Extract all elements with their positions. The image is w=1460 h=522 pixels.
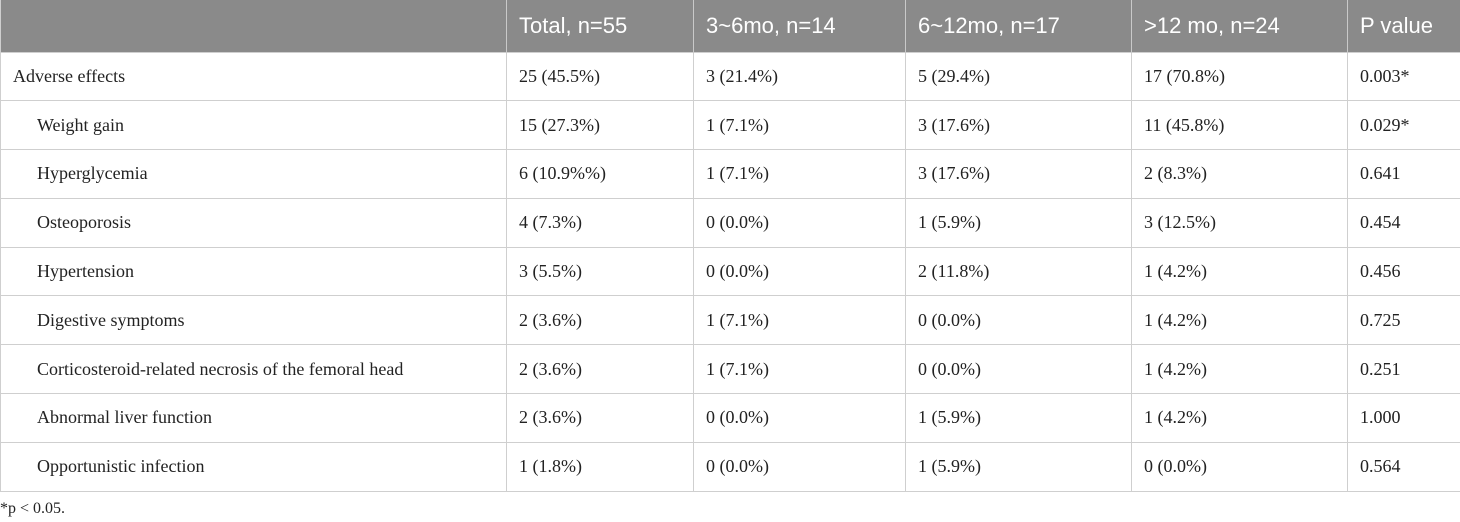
row-label: Weight gain — [0, 100, 507, 151]
data-cell: 3 (21.4%) — [693, 51, 906, 102]
data-cell: 0.251 — [1347, 344, 1460, 395]
row-label: Opportunistic infection — [0, 441, 507, 492]
data-cell: 0.641 — [1347, 149, 1460, 199]
row-label: Hyperglycemia — [0, 149, 507, 199]
data-cell: 0.456 — [1347, 246, 1460, 297]
data-cell: 3 (17.6%) — [905, 149, 1132, 199]
data-cell: 0.003* — [1347, 51, 1460, 102]
data-cell: 5 (29.4%) — [905, 51, 1132, 102]
data-cell: 1 (5.9%) — [905, 441, 1132, 492]
row-label: Digestive symptoms — [0, 295, 507, 346]
data-cell: 0 (0.0%) — [693, 441, 906, 492]
data-cell: 1 (5.9%) — [905, 197, 1132, 248]
table-body: Adverse effects 25 (45.5%) 3 (21.4%) 5 (29.… — [0, 51, 1460, 492]
table-row: Hypertension 3 (5.5%) 0 (0.0%) 2 (11.8%) 1 (… — [0, 246, 1460, 297]
data-cell: 2 (3.6%) — [506, 393, 694, 443]
table-row: Digestive symptoms 2 (3.6%) 1 (7.1%) 0 (0.0… — [0, 295, 1460, 346]
data-cell: 17 (70.8%) — [1131, 51, 1348, 102]
data-cell: 11 (45.8%) — [1131, 100, 1348, 151]
table-row: Hyperglycemia 6 (10.9%%) 1 (7.1%) 3 (17.6%)… — [0, 149, 1460, 199]
data-cell: 0 (0.0%) — [1131, 441, 1348, 492]
data-cell: 0 (0.0%) — [905, 344, 1132, 395]
data-cell: 0.725 — [1347, 295, 1460, 346]
table-row: Weight gain 15 (27.3%) 1 (7.1%) 3 (17.6%) 11… — [0, 100, 1460, 151]
data-cell: 1 (4.2%) — [1131, 246, 1348, 297]
data-cell: 2 (11.8%) — [905, 246, 1132, 297]
data-cell: 3 (12.5%) — [1131, 197, 1348, 248]
table-row: Corticosteroid-related necrosis of the f… — [0, 344, 1460, 395]
row-label: Hypertension — [0, 246, 507, 297]
data-cell: 2 (8.3%) — [1131, 149, 1348, 199]
table-row: Abnormal liver function 2 (3.6%) 0 (0.0%) 1… — [0, 393, 1460, 443]
table-row: Osteoporosis 4 (7.3%) 0 (0.0%) 1 (5.9%) 3 (1… — [0, 197, 1460, 248]
data-cell: 1 (5.9%) — [905, 393, 1132, 443]
header-cell: 3~6mo, n=14 — [693, 0, 906, 52]
data-cell: 2 (3.6%) — [506, 295, 694, 346]
data-table: Total, n=55 3~6mo, n=14 6~12mo, n=17 >12 mo… — [0, 0, 1460, 492]
data-cell: 0 (0.0%) — [693, 197, 906, 248]
data-cell: 25 (45.5%) — [506, 51, 694, 102]
header-cell: >12 mo, n=24 — [1131, 0, 1348, 52]
data-cell: 0.564 — [1347, 441, 1460, 492]
header-row: Total, n=55 3~6mo, n=14 6~12mo, n=17 >12 mo… — [0, 0, 1460, 52]
table-row: Opportunistic infection 1 (1.8%) 0 (0.0%) 1… — [0, 441, 1460, 492]
table-row: Adverse effects 25 (45.5%) 3 (21.4%) 5 (29.… — [0, 51, 1460, 102]
data-cell: 0 (0.0%) — [693, 393, 906, 443]
data-cell: 1 (7.1%) — [693, 100, 906, 151]
data-cell: 1 (7.1%) — [693, 295, 906, 346]
header-cell: 6~12mo, n=17 — [905, 0, 1132, 52]
data-cell: 2 (3.6%) — [506, 344, 694, 395]
header-cell: P value — [1347, 0, 1460, 52]
footnote: *p < 0.05. — [0, 500, 66, 517]
data-cell: 1 (4.2%) — [1131, 295, 1348, 346]
data-cell: 0.454 — [1347, 197, 1460, 248]
data-cell: 1 (1.8%) — [506, 441, 694, 492]
data-cell: 1 (4.2%) — [1131, 344, 1348, 395]
data-cell: 3 (17.6%) — [905, 100, 1132, 151]
row-label: Adverse effects — [0, 51, 507, 102]
data-cell: 6 (10.9%%) — [506, 149, 694, 199]
header-cell — [0, 0, 507, 52]
data-cell: 1 (7.1%) — [693, 149, 906, 199]
data-cell: 0 (0.0%) — [693, 246, 906, 297]
row-label: Abnormal liver function — [0, 393, 507, 443]
data-cell: 0.029* — [1347, 100, 1460, 151]
row-label: Corticosteroid-related necrosis of the f… — [0, 344, 507, 395]
row-label: Osteoporosis — [0, 197, 507, 248]
data-cell: 1 (4.2%) — [1131, 393, 1348, 443]
header-cell: Total, n=55 — [506, 0, 694, 52]
data-cell: 4 (7.3%) — [506, 197, 694, 248]
data-cell: 1 (7.1%) — [693, 344, 906, 395]
data-cell: 15 (27.3%) — [506, 100, 694, 151]
data-cell: 1.000 — [1347, 393, 1460, 443]
data-cell: 3 (5.5%) — [506, 246, 694, 297]
data-cell: 0 (0.0%) — [905, 295, 1132, 346]
